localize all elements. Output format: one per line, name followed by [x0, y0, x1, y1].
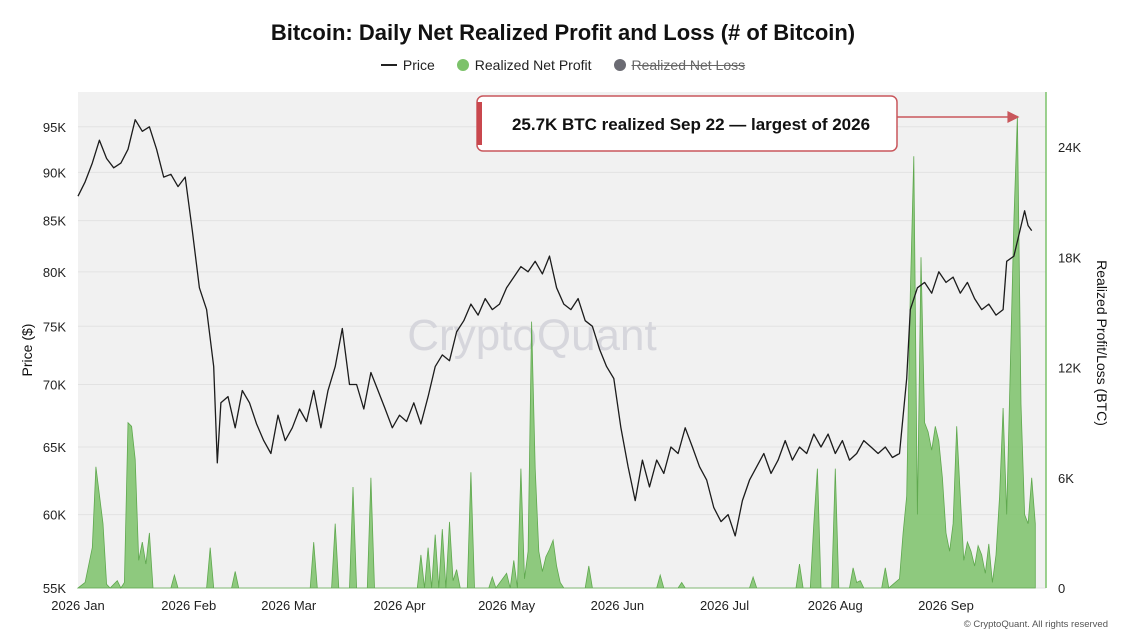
left-tick-label-6: 85K — [43, 214, 66, 229]
right-axis-title: Realized Profit/Loss (BTC) — [1094, 260, 1110, 426]
right-tick-label-1: 6K — [1058, 471, 1074, 486]
legend-line-price-icon — [380, 64, 397, 66]
x-tick-label-1: 2026 Feb — [161, 598, 216, 613]
x-tick-label-0: 2026 Jan — [51, 598, 105, 613]
right-tick-label-3: 18K — [1058, 250, 1081, 265]
annotation-accent-bar — [477, 102, 482, 145]
legend-item-realized-net-profit[interactable]: Realized Net Profit — [456, 57, 592, 73]
chart-legend: Price Realized Net Profit Realized Net L… — [0, 57, 1126, 73]
left-tick-label-5: 80K — [43, 265, 66, 280]
legend-label-realized-net-loss: Realized Net Loss — [631, 57, 746, 73]
right-tick-label-0: 0 — [1058, 581, 1065, 596]
left-tick-label-1: 60K — [43, 508, 66, 523]
chart-title: Bitcoin: Daily Net Realized Profit and L… — [270, 20, 856, 45]
x-tick-label-8: 2026 Sep — [918, 598, 974, 613]
series-realized-net-profit-area — [76, 115, 1036, 589]
x-tick-label-7: 2026 Aug — [808, 598, 863, 613]
left-tick-label-2: 65K — [43, 440, 66, 455]
x-tick-label-2: 2026 Mar — [261, 598, 317, 613]
x-tick-label-3: 2026 Apr — [373, 598, 426, 613]
left-tick-label-8: 95K — [43, 120, 66, 135]
left-tick-label-3: 70K — [43, 377, 66, 392]
legend-label-price: Price — [402, 57, 435, 73]
plot-area — [78, 92, 1046, 588]
x-tick-label-4: 2026 May — [478, 598, 536, 613]
series-price-line — [77, 119, 1033, 537]
left-tick-label-4: 75K — [43, 319, 66, 334]
left-tick-label-7: 90K — [43, 165, 66, 180]
legend-dot-profit-icon — [456, 59, 469, 71]
left-tick-label-0: 55K — [43, 581, 66, 596]
annotation-text: 25.7K BTC realized Sep 22 — largest of 2… — [512, 115, 870, 134]
legend-dot-loss-icon — [613, 59, 626, 71]
annotation-arrow-head-icon — [1007, 111, 1020, 123]
copyright-notice: © CryptoQuant. All rights reserved — [963, 619, 1108, 630]
right-tick-label-2: 12K — [1058, 361, 1081, 376]
legend-item-realized-net-loss[interactable]: Realized Net Loss — [613, 57, 746, 73]
right-tick-label-4: 24K — [1058, 140, 1081, 155]
legend-label-realized-net-profit: Realized Net Profit — [474, 57, 592, 73]
left-axis-title: Price ($) — [19, 324, 35, 377]
x-tick-label-5: 2026 Jun — [591, 598, 645, 613]
legend-item-price[interactable]: Price — [380, 57, 435, 73]
x-tick-label-6: 2026 Jul — [700, 598, 749, 613]
